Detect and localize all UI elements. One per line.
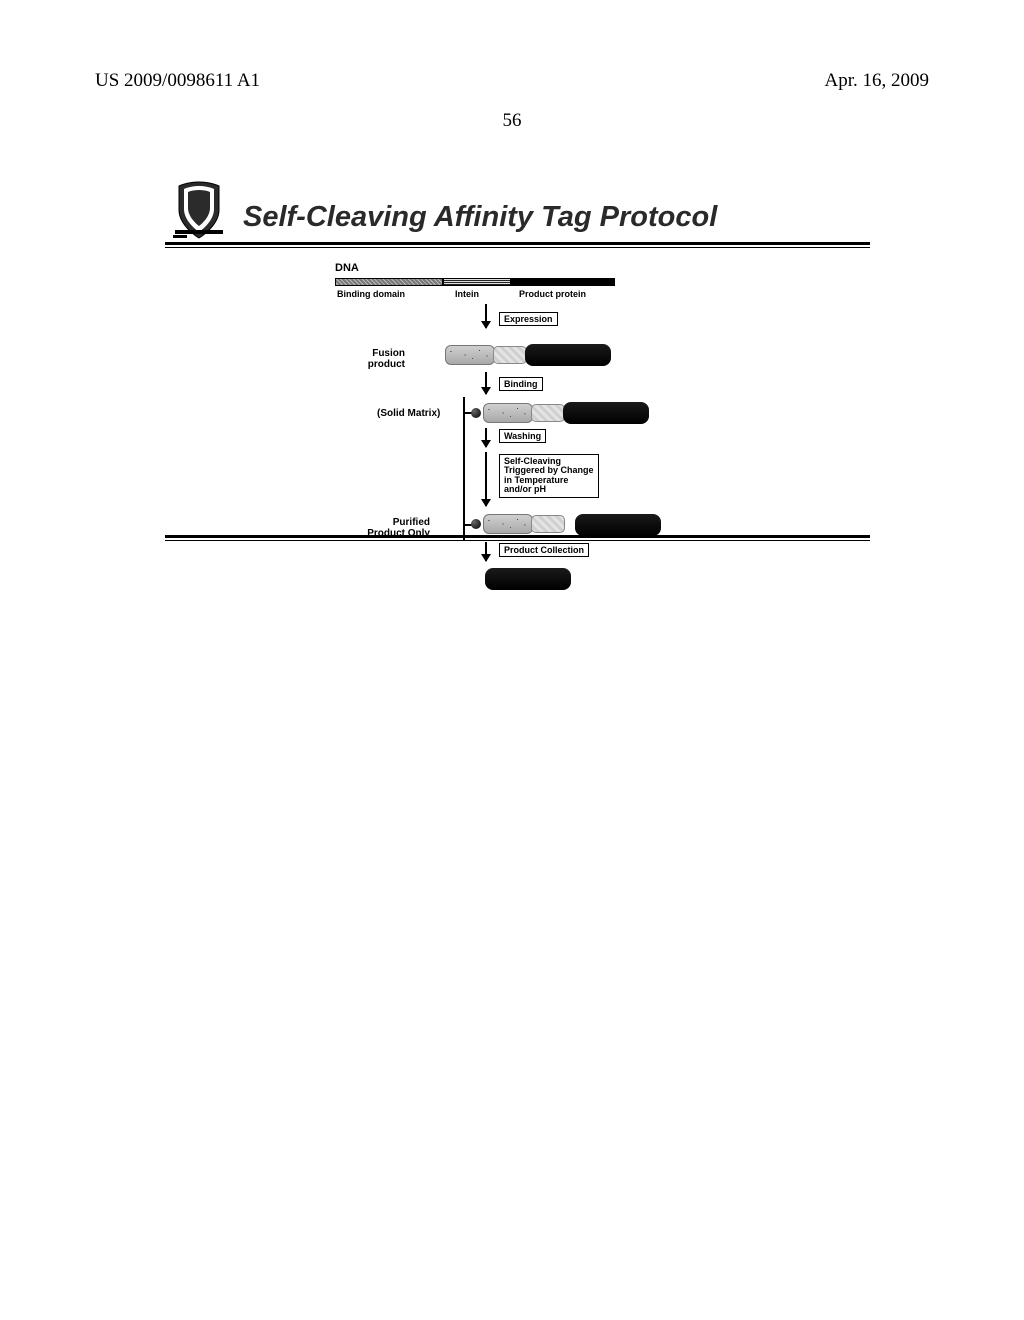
protein-intein: [531, 515, 565, 533]
doc-number: US 2009/0098611 A1: [95, 70, 260, 92]
dna-label-product: Product protein: [519, 289, 586, 299]
label-fusion-text: Fusion product: [368, 348, 405, 370]
arrow-washing: [485, 428, 487, 447]
figure: Self-Cleaving Affinity Tag Protocol DNA …: [165, 180, 870, 612]
dna-binding-segment: [335, 278, 443, 286]
arrow-collection: [485, 542, 487, 561]
arrow-expression: [485, 304, 487, 328]
protein-binding-domain: [445, 345, 495, 365]
page-header: US 2009/0098611 A1 Apr. 16, 2009: [0, 70, 1024, 92]
dna-heading: DNA: [335, 262, 359, 274]
protein-binding-domain: [483, 514, 533, 534]
flowchart: DNA Binding domain Intein Product protei…: [165, 262, 870, 612]
crest-icon: [173, 180, 225, 240]
protein-product: [525, 344, 611, 366]
bottom-rule-thin: [165, 540, 870, 541]
row-cleaved-product: [575, 514, 661, 536]
row-final-product: [485, 568, 571, 590]
protein-intein: [493, 346, 527, 364]
title-rule-thin: [165, 247, 870, 248]
row-bound: [471, 402, 649, 424]
step-expression: Expression: [499, 312, 558, 326]
title-rule: [165, 242, 870, 245]
label-solid-matrix: (Solid Matrix): [377, 408, 440, 419]
bottom-rule: [165, 535, 870, 538]
dna-construct: [335, 278, 615, 286]
protein-product: [575, 514, 661, 536]
label-fusion-product: Fusion product: [345, 348, 405, 370]
protein-intein: [531, 404, 565, 422]
arrow-binding: [485, 372, 487, 394]
step-collection: Product Collection: [499, 543, 589, 557]
page-number: 56: [0, 110, 1024, 132]
dna-product-segment: [511, 278, 615, 286]
figure-title: Self-Cleaving Affinity Tag Protocol: [243, 201, 717, 240]
figure-title-row: Self-Cleaving Affinity Tag Protocol: [165, 180, 870, 240]
step-cleaving-text: Self-Cleaving Triggered by Change in Tem…: [504, 456, 594, 494]
dna-label-intein: Intein: [455, 289, 479, 299]
step-binding: Binding: [499, 377, 543, 391]
step-washing: Washing: [499, 429, 546, 443]
step-cleaving: Self-Cleaving Triggered by Change in Tem…: [499, 454, 599, 498]
matrix-bead-icon: [471, 519, 481, 529]
row-cleaved-bound: [471, 514, 565, 534]
dna-intein-segment: [443, 278, 511, 286]
matrix-line: [463, 397, 465, 541]
protein-binding-domain: [483, 403, 533, 423]
arrow-cleaving: [485, 452, 487, 506]
dna-label-binding: Binding domain: [337, 289, 405, 299]
doc-date: Apr. 16, 2009: [825, 70, 930, 92]
protein-product: [563, 402, 649, 424]
matrix-bead-icon: [471, 408, 481, 418]
row-fusion: [445, 344, 611, 366]
protein-product: [485, 568, 571, 590]
